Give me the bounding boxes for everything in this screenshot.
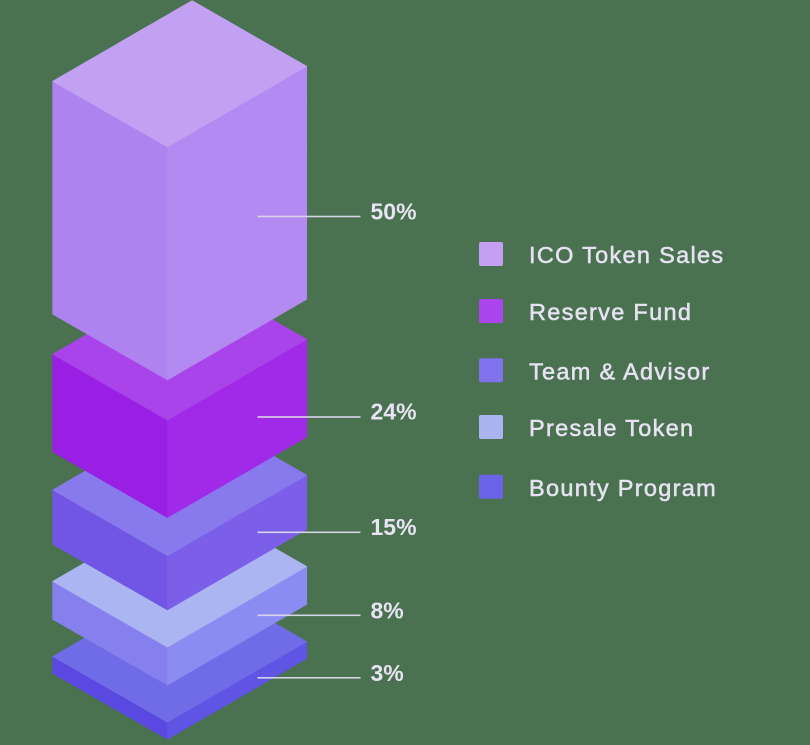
svg-text:24%: 24% [371, 399, 417, 425]
svg-text:8%: 8% [371, 597, 404, 623]
svg-text:50%: 50% [371, 199, 417, 225]
svg-text:Reserve Fund: Reserve Fund [529, 299, 692, 325]
svg-text:Team & Advisor: Team & Advisor [529, 358, 710, 384]
svg-text:Presale Token: Presale Token [529, 415, 694, 441]
svg-text:Bounty Program: Bounty Program [529, 475, 717, 501]
svg-text:ICO Token Sales: ICO Token Sales [529, 242, 724, 268]
svg-text:15%: 15% [371, 514, 417, 540]
svg-text:3%: 3% [371, 660, 404, 686]
